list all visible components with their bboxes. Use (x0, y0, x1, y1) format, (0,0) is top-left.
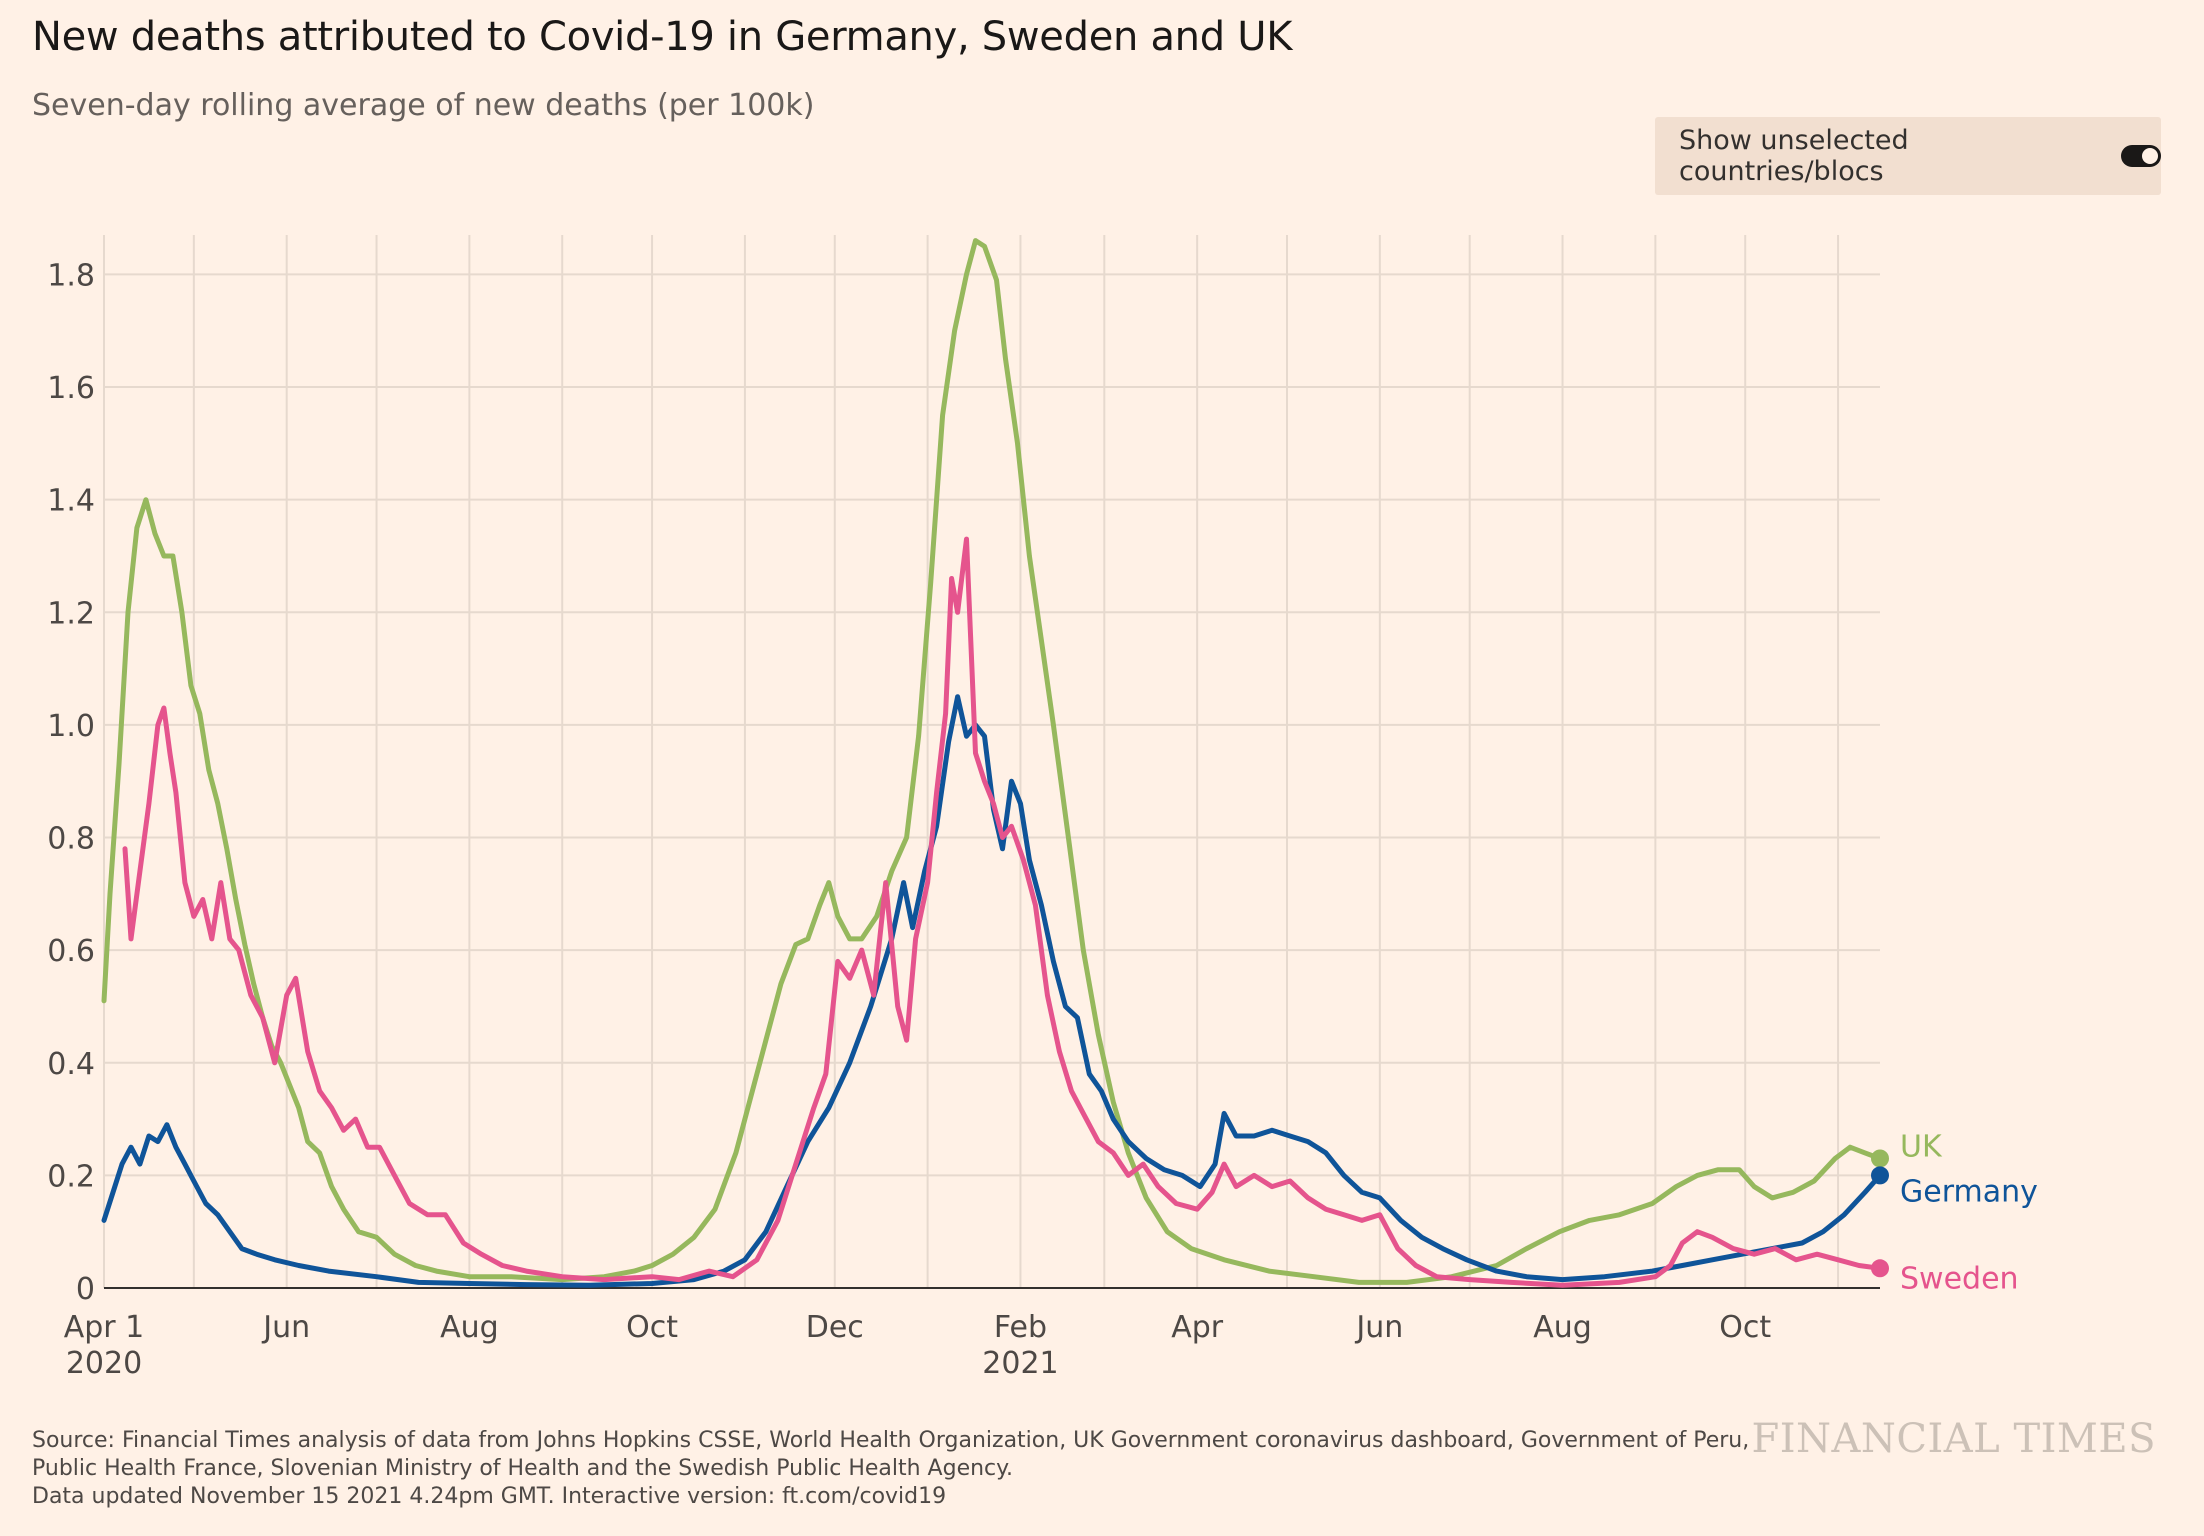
chart-subtitle: Seven-day rolling average of new deaths … (32, 88, 815, 123)
x-tick-label: Oct (1719, 1310, 1771, 1345)
y-tick-label: 0.8 (47, 822, 95, 857)
y-tick-label: 1.4 (47, 484, 95, 519)
y-tick-label: 0.4 (47, 1047, 95, 1082)
x-tick-label: Oct (626, 1310, 678, 1345)
ft-logo: FINANCIAL TIMES (1751, 1416, 2156, 1462)
show-unselected-toggle[interactable]: Show unselected countries/blocs (1655, 117, 2161, 195)
series-label-sweden: Sweden (1900, 1261, 2019, 1296)
grid (103, 235, 1880, 1288)
x-tick-label: Aug (1533, 1310, 1592, 1345)
x-tick-year-label: 2020 (66, 1346, 142, 1381)
y-tick-label: 0.2 (47, 1159, 95, 1194)
x-tick-label: Apr (1171, 1310, 1224, 1345)
y-tick-label: 1.2 (47, 596, 95, 631)
x-tick-label: Dec (806, 1310, 864, 1345)
series-line-sweden (122, 536, 1883, 1288)
series-end-dot-uk (1871, 1149, 1889, 1168)
x-tick-label: Jun (261, 1310, 310, 1345)
series-line-uk (101, 238, 1883, 1285)
y-tick-label: 0.6 (47, 934, 95, 969)
series-label-germany: Germany (1900, 1174, 2038, 1209)
toggle-label: Show unselected countries/blocs (1679, 125, 1909, 187)
series-line-germany (101, 694, 1883, 1288)
y-tick-label: 1.6 (47, 371, 95, 406)
x-tick-label: Feb (994, 1310, 1047, 1345)
toggle-switch-icon[interactable] (2120, 145, 2161, 167)
y-tick-label: 0 (76, 1272, 95, 1307)
chart-title: New deaths attributed to Covid-19 in Ger… (32, 14, 1293, 60)
series-labels: UK Germany Sweden (1900, 1129, 2038, 1296)
x-tick-label: Aug (440, 1310, 499, 1345)
x-tick-label: Apr 1 (64, 1310, 145, 1345)
source-line: Data updated November 15 2021 4.24pm GMT… (32, 1484, 947, 1509)
x-tick-label: Jun (1354, 1310, 1403, 1345)
series-label-uk: UK (1900, 1129, 1943, 1164)
series-end-dot-germany (1871, 1166, 1889, 1185)
source-line: Public Health France, Slovenian Ministry… (32, 1456, 1014, 1481)
x-tick-year-label: 2021 (982, 1346, 1058, 1381)
y-tick-label: 1.8 (47, 258, 95, 293)
series-lines (101, 238, 1889, 1288)
source-line: Source: Financial Times analysis of data… (32, 1428, 1750, 1453)
source-note: Source: Financial Times analysis of data… (32, 1427, 1752, 1511)
y-tick-label: 1.0 (47, 709, 95, 744)
series-end-dot-sweden (1871, 1259, 1889, 1278)
